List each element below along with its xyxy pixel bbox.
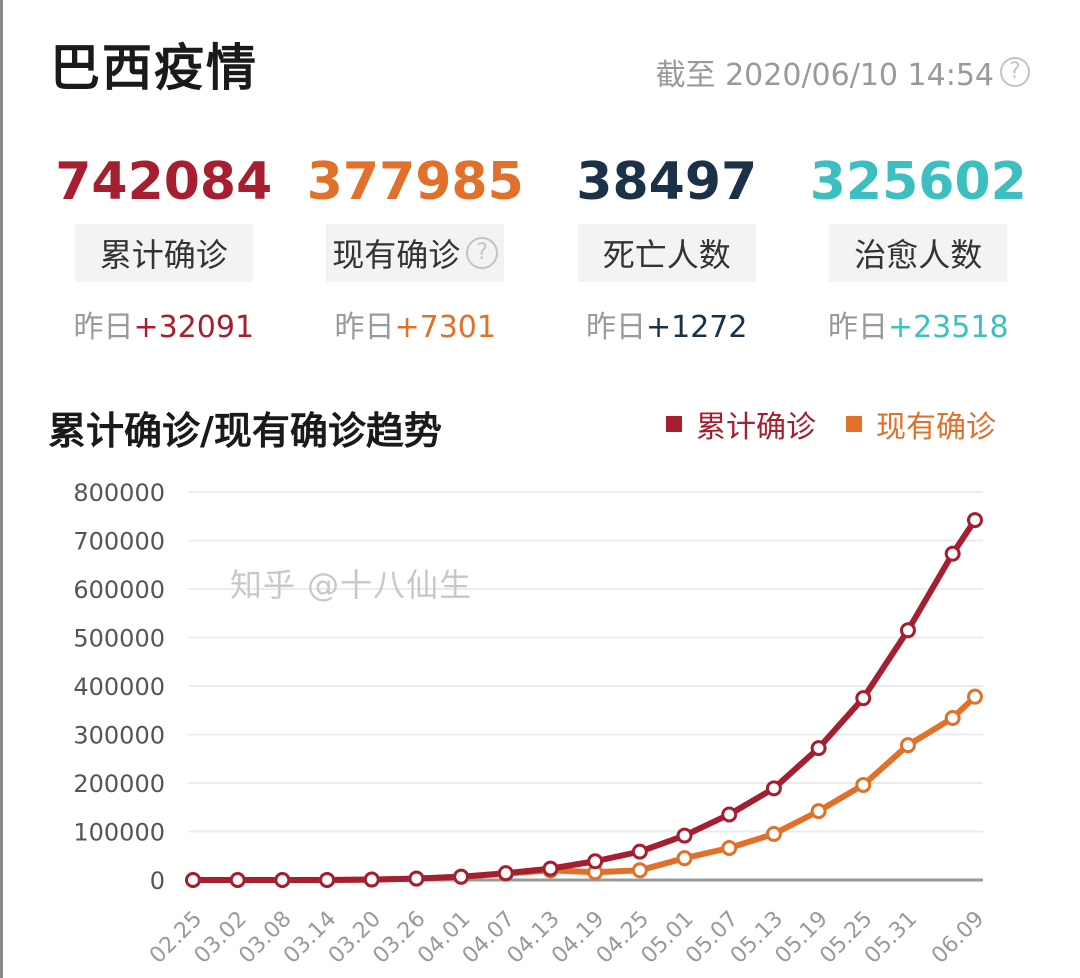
legend-item-total[interactable]: 累计确诊 xyxy=(666,402,816,446)
data-point-total xyxy=(967,512,983,529)
data-point-total xyxy=(363,871,380,888)
y-tick-label: 300000 xyxy=(73,722,165,750)
data-point-total xyxy=(676,827,693,844)
timestamp-text: 截至 2020/06/10 14:54 xyxy=(655,58,994,93)
data-point-total xyxy=(765,780,782,797)
data-point-total xyxy=(631,843,648,860)
data-point-active xyxy=(676,850,693,867)
y-tick-label: 200000 xyxy=(73,770,165,798)
data-point-total xyxy=(274,871,291,888)
data-point-active xyxy=(944,710,961,727)
stat-label: 累计确诊 xyxy=(74,224,253,282)
stat-total-confirmed: 742084 累计确诊 昨日+32091 xyxy=(38,150,290,346)
y-tick-label: 500000 xyxy=(73,625,165,653)
legend-swatch xyxy=(666,416,682,432)
yesterday-delta: +32091 xyxy=(133,310,255,345)
data-point-active xyxy=(967,688,983,705)
stat-label-text: 死亡人数 xyxy=(602,236,731,274)
stat-yesterday: 昨日+1272 xyxy=(586,302,747,346)
stat-value: 325602 xyxy=(809,152,1027,212)
data-point-total xyxy=(185,871,201,888)
stats-row: 742084 累计确诊 昨日+32091 377985 现有确诊? 昨日+730… xyxy=(38,150,1044,346)
data-point-total xyxy=(453,868,470,885)
window-edge xyxy=(0,0,3,978)
data-point-active xyxy=(899,737,916,754)
stat-active-confirmed: 377985 现有确诊? 昨日+7301 xyxy=(290,150,542,346)
legend-label: 现有确诊 xyxy=(876,410,996,445)
chart-title: 累计确诊/现有确诊趋势 xyxy=(48,409,442,453)
data-point-total xyxy=(319,871,336,888)
page-title: 巴西疫情 xyxy=(50,39,258,97)
stat-label: 死亡人数 xyxy=(577,224,756,282)
legend-item-active[interactable]: 现有确诊 xyxy=(846,402,996,446)
yesterday-prefix: 昨日 xyxy=(73,310,134,345)
stat-value: 377985 xyxy=(306,152,524,212)
yesterday-delta: +1272 xyxy=(646,310,748,345)
y-tick-label: 400000 xyxy=(73,673,165,701)
data-point-active xyxy=(765,825,782,842)
yesterday-delta: +7301 xyxy=(394,310,496,345)
y-tick-label: 0 xyxy=(150,867,165,895)
stat-label: 治愈人数 xyxy=(829,224,1008,282)
stat-label-text: 累计确诊 xyxy=(99,236,228,274)
legend-label: 累计确诊 xyxy=(696,410,816,445)
stat-deaths: 38497 死亡人数 昨日+1272 xyxy=(541,150,793,346)
data-point-active xyxy=(810,803,827,820)
stat-label: 现有确诊? xyxy=(326,224,505,282)
yesterday-prefix: 昨日 xyxy=(586,310,646,345)
stat-value: 742084 xyxy=(55,152,273,212)
data-point-active xyxy=(631,862,648,879)
data-point-total xyxy=(810,740,827,757)
stat-yesterday: 昨日+23518 xyxy=(828,302,1009,346)
stat-yesterday: 昨日+7301 xyxy=(335,302,496,346)
yesterday-prefix: 昨日 xyxy=(334,310,395,345)
x-tick-label: 06.09 xyxy=(927,907,989,969)
data-point-total xyxy=(229,871,246,888)
y-tick-label: 100000 xyxy=(73,819,165,847)
y-tick-label: 800000 xyxy=(73,479,165,507)
data-point-total xyxy=(542,860,559,877)
data-point-total xyxy=(944,545,961,562)
data-point-total xyxy=(587,853,604,870)
y-tick-label: 600000 xyxy=(73,576,165,604)
watermark: 知乎 @十八仙生 xyxy=(230,566,473,604)
legend-swatch xyxy=(846,416,862,432)
data-point-total xyxy=(497,865,514,882)
stat-yesterday: 昨日+32091 xyxy=(73,302,254,346)
data-point-total xyxy=(855,690,872,707)
stat-recovered: 325602 治愈人数 昨日+23518 xyxy=(793,150,1045,346)
data-point-total xyxy=(899,622,916,639)
data-point-active xyxy=(855,776,872,793)
update-timestamp: 截至 2020/06/10 14:54 ? xyxy=(656,50,1030,94)
stat-value: 38497 xyxy=(576,152,758,212)
yesterday-delta: +23518 xyxy=(887,310,1009,345)
data-point-active xyxy=(721,839,738,856)
question-circle-icon[interactable]: ? xyxy=(1000,57,1030,87)
yesterday-prefix: 昨日 xyxy=(827,310,888,345)
chart-legend: 累计确诊 现有确诊 xyxy=(666,402,996,446)
data-point-total xyxy=(721,806,738,823)
x-tick-label: 05.31 xyxy=(860,907,922,969)
stat-label-text: 治愈人数 xyxy=(854,236,983,274)
data-point-total xyxy=(408,870,425,887)
y-tick-label: 700000 xyxy=(73,528,165,556)
stat-label-text: 现有确诊 xyxy=(332,236,461,274)
question-circle-icon[interactable]: ? xyxy=(466,237,499,269)
